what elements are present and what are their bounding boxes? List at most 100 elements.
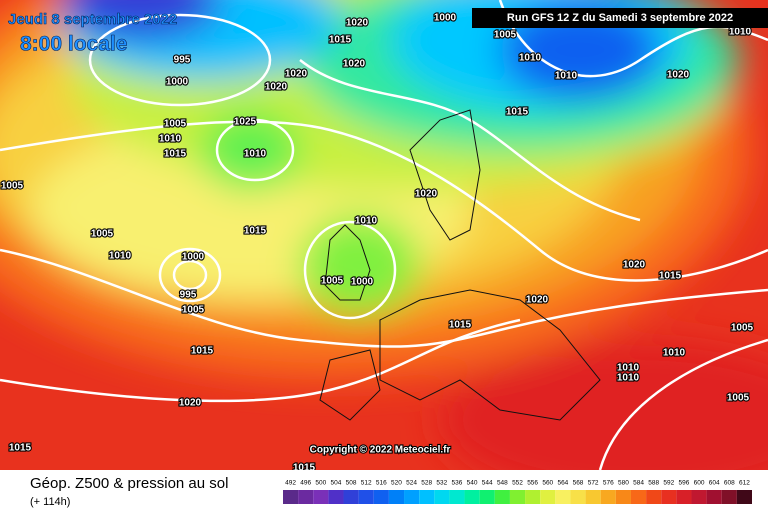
scale-label: 572 — [588, 480, 599, 487]
isobar-label: 1015 — [9, 443, 32, 454]
isobar-label: 1020 — [265, 82, 288, 93]
scale-label: 600 — [694, 480, 705, 487]
scale-swatch — [615, 490, 631, 504]
scale-swatch — [464, 490, 480, 504]
isobar-label: 1010 — [109, 251, 132, 262]
isobar-label: 1005 — [1, 181, 24, 192]
isobar-label: 1020 — [285, 69, 308, 80]
scale-label: 504 — [331, 480, 342, 487]
scale-label: 604 — [709, 480, 720, 487]
isobars — [0, 0, 768, 470]
scale-label: 492 — [285, 480, 296, 487]
isobar-label: 1020 — [179, 398, 202, 409]
isobar-label: 1010 — [729, 27, 752, 38]
isobar-label: 1005 — [321, 276, 344, 287]
scale-swatch — [328, 490, 344, 504]
isobar-label: 1010 — [555, 71, 578, 82]
scale-label: 500 — [315, 480, 326, 487]
isobar-label: 1020 — [623, 260, 646, 271]
scale-swatch — [298, 490, 314, 504]
isobar-label: 1015 — [164, 149, 187, 160]
scale-swatch — [283, 490, 299, 504]
scale-swatch — [630, 490, 647, 504]
scale-swatch — [434, 490, 450, 504]
isobar-label: 1015 — [449, 320, 472, 331]
isobar-label: 1015 — [659, 271, 682, 282]
scale-swatch — [494, 490, 510, 504]
scale-label: 496 — [300, 480, 311, 487]
scale-swatch — [646, 490, 662, 504]
isobar-label: 1015 — [191, 346, 214, 357]
scale-swatch — [419, 490, 435, 504]
scale-label: 576 — [603, 480, 614, 487]
scale-label: 556 — [527, 480, 538, 487]
forecast-lead: (+ 114h) — [30, 496, 70, 508]
coastlines — [319, 109, 601, 421]
scale-swatch — [509, 490, 526, 504]
copyright: Copyright © 2022 Meteociel.fr — [310, 445, 451, 456]
scale-swatch — [343, 490, 359, 504]
isobar-labels: 1000102010151020995100010201020100510101… — [0, 12, 755, 475]
scale-swatch — [449, 490, 465, 504]
isobar-label: 1010 — [355, 216, 378, 227]
scale-swatch — [479, 490, 495, 504]
footer-title: Géop. Z500 & pression au sol — [30, 475, 228, 492]
scale-label: 560 — [542, 480, 553, 487]
run-info: Run GFS 12 Z du Samedi 3 septembre 2022 — [507, 12, 733, 24]
scale-label: 516 — [376, 480, 387, 487]
scale-swatch — [373, 490, 389, 504]
scale-label: 540 — [467, 480, 478, 487]
scale-swatch — [585, 490, 601, 504]
isobar-label: 1010 — [159, 134, 182, 145]
isobar-label: 1005 — [731, 323, 754, 334]
scale-label: 584 — [633, 480, 644, 487]
isobar-label: 1025 — [234, 117, 257, 128]
scale-label: 532 — [436, 480, 447, 487]
scale-swatch — [404, 490, 420, 504]
scale-label: 512 — [361, 480, 372, 487]
isobar-label: 1010 — [519, 53, 542, 64]
scale-label: 536 — [452, 480, 463, 487]
forecast-date: Jeudi 8 septembre 2022 — [8, 11, 177, 28]
scale-swatch — [661, 490, 677, 504]
scale-label: 608 — [724, 480, 735, 487]
isobar-label: 1010 — [617, 373, 640, 384]
scale-swatch — [600, 490, 616, 504]
isobar-label: 995 — [180, 290, 197, 301]
scale-swatch — [358, 490, 374, 504]
scale-swatch — [388, 490, 405, 504]
isobar-label: 1000 — [182, 252, 205, 263]
isobar-label: 1020 — [415, 189, 438, 200]
scale-swatch — [721, 490, 737, 504]
isobar-label: 1000 — [434, 13, 457, 24]
isobar-label: 1005 — [91, 229, 114, 240]
scale-swatch — [540, 490, 556, 504]
isobar-label: 1010 — [617, 363, 640, 374]
isobar-label: 1020 — [343, 59, 366, 70]
scale-label: 548 — [497, 480, 508, 487]
scale-swatch — [736, 490, 752, 504]
scale-swatch — [691, 490, 707, 504]
forecast-time: 8:00 locale — [20, 33, 127, 56]
isobar-label: 1020 — [667, 70, 690, 81]
isobar-label: 1020 — [526, 295, 549, 306]
isobar-label: 1010 — [663, 348, 686, 359]
isobar-label: 1020 — [346, 18, 369, 29]
scale-swatch — [525, 490, 541, 504]
scale-swatch — [570, 490, 586, 504]
isobar-label: 1010 — [244, 149, 267, 160]
scale-label: 580 — [618, 480, 629, 487]
scale-label: 612 — [739, 480, 750, 487]
run-banner — [472, 8, 768, 28]
scale-label: 568 — [573, 480, 584, 487]
scale-label: 524 — [406, 480, 417, 487]
scale-label: 588 — [648, 480, 659, 487]
scale-swatch — [676, 490, 692, 504]
scale-label: 528 — [421, 480, 432, 487]
scale-label: 520 — [391, 480, 402, 487]
isobar-label: 995 — [174, 55, 191, 66]
isobar-label: 1015 — [329, 35, 352, 46]
isobar-label: 1005 — [727, 393, 750, 404]
scale-label: 596 — [678, 480, 689, 487]
